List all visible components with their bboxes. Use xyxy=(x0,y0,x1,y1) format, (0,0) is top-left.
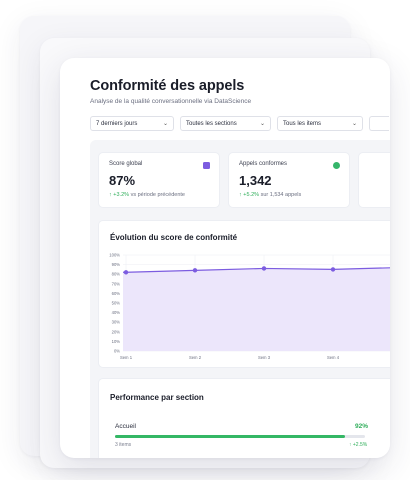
y-tick-label: 40% xyxy=(112,310,121,315)
y-tick-label: 80% xyxy=(112,272,121,277)
data-point xyxy=(330,267,336,272)
y-tick-label: 50% xyxy=(112,301,121,306)
kpi-value: 87% xyxy=(109,173,136,188)
section-progress-fill xyxy=(115,435,345,438)
section-select-value: Toutes les sections xyxy=(186,120,237,127)
y-tick-label: 0% xyxy=(114,349,120,354)
content-area: Score global 87% ↑ +3.2% vs période préc… xyxy=(90,140,390,458)
arrow-up-icon: ↑ xyxy=(349,442,352,448)
y-tick-label: 30% xyxy=(112,320,121,325)
kpi-delta: +3.2% xyxy=(113,192,130,198)
dashboard-card: Conformité des appels Analyse de la qual… xyxy=(60,58,390,458)
chevron-down-icon: ⌄ xyxy=(162,121,168,127)
check-circle-icon xyxy=(333,162,340,169)
x-tick-label: Sem 1 xyxy=(120,355,133,360)
section-select[interactable]: Toutes les sections ⌄ xyxy=(180,116,271,131)
section-row-meta: 3 items xyxy=(115,442,132,448)
item-select-value: Tous les items xyxy=(283,120,322,127)
y-tick-label: 60% xyxy=(112,291,121,296)
y-tick-label: 20% xyxy=(112,329,121,334)
section-row-trend: ↑ +2.5% xyxy=(349,442,367,448)
kpi-card-partial xyxy=(358,152,390,208)
chevron-down-icon: ⌄ xyxy=(351,121,357,127)
kpi-note: sur 1,534 appels xyxy=(260,192,302,198)
y-tick-label: 90% xyxy=(112,262,121,267)
x-tick-label: Sem 3 xyxy=(258,355,271,360)
kpi-value: 1,342 xyxy=(239,173,272,188)
y-tick-label: 70% xyxy=(112,281,121,286)
series-area xyxy=(123,267,390,351)
arrow-up-icon: ↑ xyxy=(239,192,242,198)
data-point xyxy=(123,270,129,275)
kpi-delta: +5.2% xyxy=(243,192,260,198)
kpi-note: vs période précédente xyxy=(130,192,185,198)
chart-card: Évolution du score de conformité 0% 10% 20… xyxy=(98,220,390,368)
extra-filter-select[interactable] xyxy=(369,116,389,131)
section-progress-track xyxy=(115,435,365,438)
arrow-up-icon: ↑ xyxy=(109,192,112,198)
section-row-name: Accueil xyxy=(115,423,136,430)
clipboard-icon xyxy=(203,162,210,169)
item-select[interactable]: Tous les items ⌄ xyxy=(277,116,363,131)
header: Conformité des appels Analyse de la qual… xyxy=(90,78,251,105)
compliance-chart: 0% 10% 20% 30% 40% 50% 60% 70% 80% 90% 100% Sem 1 Se… xyxy=(109,253,390,360)
kpi-trend: ↑ +5.2% sur 1,534 appels xyxy=(239,192,339,198)
period-select[interactable]: 7 derniers jours ⌄ xyxy=(90,116,174,131)
kpi-label: Appels conformes xyxy=(239,161,288,167)
data-point xyxy=(192,268,198,273)
kpi-trend: ↑ +3.2% vs période précédente xyxy=(109,192,209,198)
page-title: Conformité des appels xyxy=(90,78,245,94)
section-row-delta: +2.5% xyxy=(352,442,368,448)
section-row-percent: 92% xyxy=(355,423,369,430)
section-title: Performance par section xyxy=(110,393,204,402)
kpi-label: Score global xyxy=(109,161,143,167)
period-select-value: 7 derniers jours xyxy=(96,120,138,127)
y-tick-label: 100% xyxy=(109,253,120,258)
x-tick-label: Sem 2 xyxy=(189,355,202,360)
page-subtitle: Analyse de la qualité conversationnelle … xyxy=(90,98,252,105)
y-tick-label: 10% xyxy=(112,339,121,344)
kpi-card-conformes: Appels conformes 1,342 ↑ +5.2% sur 1,534… xyxy=(228,152,350,208)
chevron-down-icon: ⌄ xyxy=(259,121,265,127)
chart-title: Évolution du score de conformité xyxy=(110,233,238,242)
filter-bar: 7 derniers jours ⌄ Toutes les sections ⌄… xyxy=(90,116,389,131)
data-point xyxy=(261,266,267,271)
section-performance-card: Performance par section Accueil 92% 3 it… xyxy=(98,378,390,458)
kpi-card-score: Score global 87% ↑ +3.2% vs période préc… xyxy=(98,152,220,208)
x-tick-label: Sem 4 xyxy=(327,355,340,360)
